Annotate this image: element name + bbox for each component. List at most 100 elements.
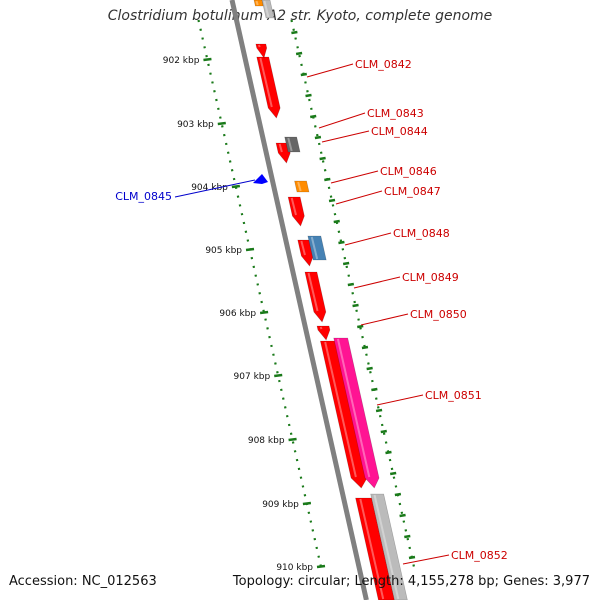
gene-clm-0850-long[interactable] [320, 340, 368, 489]
ruler-minor-tick [366, 366, 373, 371]
gene-label[interactable]: CLM_0851 [425, 389, 482, 402]
gene-clm-0843-highlight [278, 143, 283, 153]
ruler-minor-tick [310, 114, 317, 119]
gene-partial-top-gray[interactable] [261, 0, 275, 19]
ruler-minor-tick [385, 450, 392, 455]
gene-clm-0847-highlight [290, 197, 297, 216]
gene-label[interactable]: CLM_0850 [410, 308, 467, 321]
ruler-tick [316, 564, 326, 569]
genome-backbone [229, 0, 369, 600]
labels-layer: CLM_0842 CLM_0843 CLM_0844 CLM_0846 CLM_0847… [115, 58, 508, 565]
gene-label-leader [335, 190, 383, 205]
gene-clm-0847[interactable] [287, 196, 305, 227]
gene-label-leader [344, 232, 392, 246]
gene-clm-0845[interactable] [253, 174, 268, 184]
gene-label[interactable]: CLM_0842 [355, 58, 412, 71]
gene-clm-0850-long-highlight [324, 341, 357, 478]
ruler-tick [274, 373, 283, 378]
ruler-minor-tick [342, 261, 350, 266]
gene-clm-0849[interactable] [304, 271, 327, 323]
gene-clm-0846-highlight [297, 181, 302, 192]
gene-label[interactable]: CLM_0845 [115, 190, 172, 203]
ruler-minor-tick [361, 345, 369, 350]
gene-clm-0842-highlight [259, 57, 273, 108]
ruler-tick [217, 121, 226, 126]
ruler-tick [203, 57, 212, 62]
gene-partial-top-highlight [255, 0, 259, 6]
gene-clm-0852[interactable] [370, 493, 408, 600]
gene-label[interactable]: CLM_0847 [384, 185, 441, 198]
ruler-tick [259, 310, 269, 315]
ruler-minor-tick [357, 324, 364, 329]
gene-clm-0852-left[interactable] [355, 497, 395, 600]
backbone-layer [229, 0, 369, 600]
ruler-tick-label: 906 kbp [219, 309, 256, 319]
gene-clm-0850-highlight [319, 326, 323, 330]
gene-label[interactable]: CLM_0848 [393, 227, 450, 240]
ruler-tick-label: 908 kbp [248, 436, 285, 446]
gene-label-leader [360, 313, 409, 326]
ruler-tick-label: 902 kbp [163, 56, 200, 66]
gene-label[interactable]: CLM_0849 [402, 271, 459, 284]
ruler-minor-tick [394, 492, 402, 497]
ruler-tick-label: 909 kbp [262, 500, 299, 510]
ruler-minor-tick [347, 282, 355, 287]
ruler-minor-tick [380, 429, 387, 434]
gene-label-leader [174, 179, 256, 198]
gene-clm-0852-highlight [373, 494, 400, 600]
gene-label-leader [306, 63, 354, 78]
ruler-tick-label: 903 kbp [177, 120, 214, 130]
gene-clm-0848-left-highlight [300, 240, 306, 256]
gene-label-leader [376, 394, 424, 406]
gene-label[interactable]: CLM_0852 [451, 549, 508, 562]
gene-clm-0850[interactable] [316, 325, 331, 341]
ruler-tick [288, 437, 297, 442]
topology-summary: Topology: circular; Length: 4,155,278 bp… [232, 574, 590, 589]
ruler-minor-tick [328, 198, 336, 203]
ruler-minor-tick [404, 534, 411, 539]
gene-clm-0852-left-highlight [359, 498, 385, 600]
genes-layer [253, 0, 408, 600]
map-title: Clostridium botulinum A2 str. Kyoto, com… [107, 8, 493, 24]
ruler-minor-tick [408, 555, 416, 560]
ruler-minor-tick [291, 30, 298, 35]
gene-clm-0844-highlight [287, 137, 293, 152]
gene-clm-0846[interactable] [294, 180, 310, 193]
gene-clm-0848-highlight [310, 236, 319, 260]
gene-small-head[interactable] [255, 43, 268, 59]
gene-clm-0849-highlight [307, 272, 319, 312]
ruler-tick-label: 904 kbp [191, 183, 228, 193]
gene-clm-0844[interactable] [284, 136, 301, 153]
ruler-minor-tick [338, 240, 345, 245]
gene-clm-0848-left[interactable] [297, 239, 314, 267]
ruler-tick-label: 907 kbp [234, 372, 271, 382]
accession-text: Accession: NC_012563 [9, 574, 157, 589]
gene-clm-0851-highlight [336, 338, 371, 478]
ruler-minor-tick [319, 156, 326, 161]
gene-clm-0851[interactable] [333, 337, 380, 489]
ruler-minor-tick [305, 93, 312, 98]
gene-label-leader [318, 112, 366, 129]
ruler-minor-tick [352, 303, 359, 308]
gene-label[interactable]: CLM_0844 [371, 125, 428, 138]
ruler-tick [245, 247, 255, 252]
ruler-minor-tick [371, 387, 378, 392]
ruler-tick-label: 905 kbp [205, 246, 242, 256]
ruler-left-dotted [197, 19, 323, 571]
ruler-minor-tick [300, 72, 308, 77]
gene-label-leader [330, 170, 379, 184]
gene-clm-0848[interactable] [307, 235, 327, 261]
gene-label[interactable]: CLM_0846 [380, 165, 437, 178]
ruler-minor-tick [314, 135, 322, 140]
ruler-ticks: 902 kbp 903 kbp 904 kbp 905 kbp 906 kbp 907 k… [163, 30, 416, 573]
ruler-tick [231, 184, 241, 189]
ruler-tick-label: 910 kbp [276, 563, 313, 573]
ruler-right-dotted [290, 19, 416, 571]
gene-label[interactable]: CLM_0843 [367, 107, 424, 120]
ruler-tick [302, 501, 312, 506]
ruler-minor-tick [399, 513, 406, 518]
ruler-minor-tick [324, 177, 331, 182]
gene-clm-0842[interactable] [256, 56, 281, 119]
gene-partial-top[interactable] [253, 0, 264, 7]
